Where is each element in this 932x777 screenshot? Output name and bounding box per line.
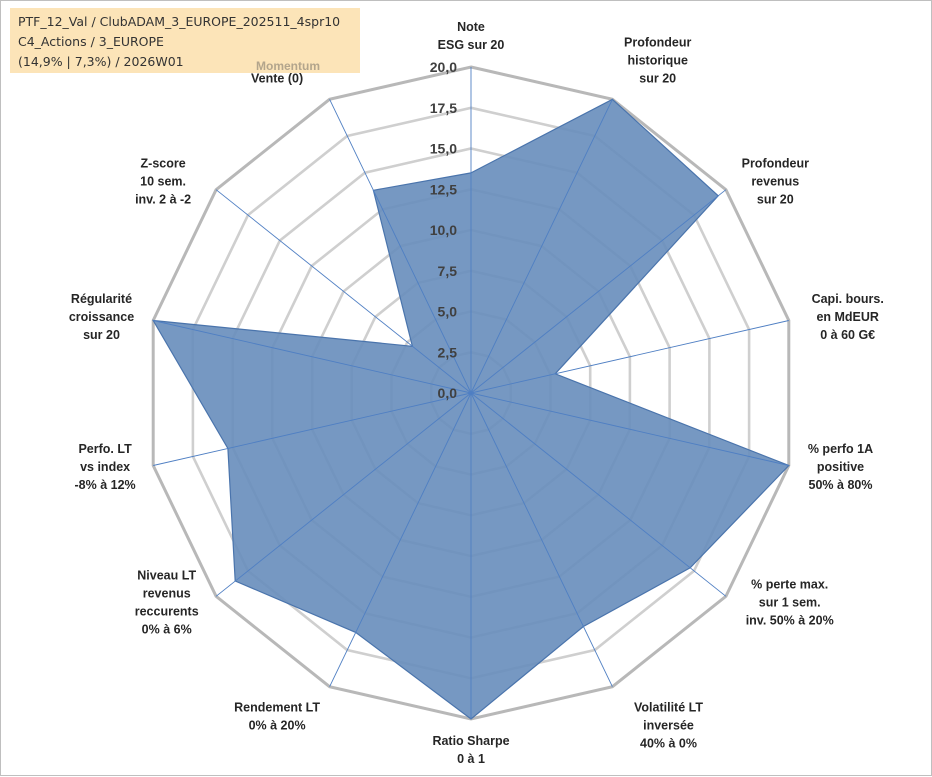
category-label-line: reccurents: [135, 605, 199, 619]
category-label: Profondeur revenus sur 20: [742, 156, 809, 206]
category-label: Ratio Sharpe 0 à 1: [432, 734, 509, 766]
category-label-line: ESG sur 20: [438, 38, 505, 52]
category-label: Régularité croissance sur 20: [69, 292, 134, 342]
category-label: % perfo 1A positive 50% à 80%: [808, 442, 873, 492]
category-label-line: 0 à 1: [457, 752, 485, 766]
category-label-line: revenus: [143, 587, 191, 601]
category-label-line: % perte max.: [751, 578, 828, 592]
category-label-line: 0 à 60 G€: [820, 328, 875, 342]
category-label-line: 0% à 6%: [142, 623, 192, 637]
category-label-line: 50% à 80%: [809, 478, 873, 492]
axis-spoke: [470, 392, 613, 687]
axis-spoke: [153, 392, 472, 466]
tick-label: 2,5: [438, 344, 458, 360]
category-label-line: sur 20: [639, 72, 676, 86]
portfolio-id: PTF_12_Val / ClubADAM_3_EUROPE_202511_4s…: [18, 14, 341, 29]
category-label: Z-score 10 sem. inv. 2 à -2: [135, 156, 191, 206]
axis-spoke: [470, 189, 727, 394]
category-label-line: Capi. bours.: [812, 292, 884, 306]
momentum-label: Momentum: [256, 59, 320, 73]
axis-spoke: [153, 320, 472, 394]
category-label-line: en MdEUR: [816, 310, 879, 324]
category-label-line: sur 1 sem.: [759, 596, 821, 610]
axis-spoke: [470, 392, 789, 466]
axis-spoke: [470, 320, 789, 394]
category-label-line: historique: [627, 54, 687, 68]
category-label-line: Perfo. LT: [78, 442, 132, 456]
category-label-line: Régularité: [71, 292, 132, 306]
category-labels: Note ESG sur 20 Profondeur historique sur 20…: [69, 20, 884, 766]
category-label: Rendement LT 0% à 20%: [234, 701, 320, 733]
category-label-line: Niveau LT: [137, 569, 196, 583]
category-label-line: Note: [457, 20, 485, 34]
axis-spoke: [215, 189, 472, 394]
category-label-line: Profondeur: [742, 156, 809, 170]
tick-label: 20,0: [430, 59, 457, 75]
axis-spoke: [470, 99, 613, 394]
portfolio-performance: (14,9% | 7,3%) / 2026W01: [18, 54, 184, 69]
category-label-line: 10 sem.: [140, 174, 186, 188]
tick-label: 7,5: [438, 263, 458, 279]
portfolio-category: C4_Actions / 3_EUROPE: [18, 34, 164, 49]
tick-label: 0,0: [438, 385, 458, 401]
category-label: Capi. bours. en MdEUR 0 à 60 G€: [812, 292, 884, 342]
tick-label: 10,0: [430, 222, 457, 238]
axis-spoke: [215, 392, 472, 597]
tick-label: 15,0: [430, 141, 457, 157]
tick-label: 17,5: [430, 100, 457, 116]
category-label-line: inv. 2 à -2: [135, 192, 191, 206]
category-label-line: Volatilité LT: [634, 701, 703, 715]
category-label-line: croissance: [69, 310, 134, 324]
category-label-line: inversée: [643, 719, 694, 733]
category-label-line: Vente (0): [251, 72, 303, 86]
category-label-line: 0% à 20%: [249, 719, 306, 733]
category-label-line: vs index: [80, 460, 130, 474]
axis-spoke: [329, 99, 472, 394]
category-label-line: revenus: [751, 174, 799, 188]
category-label-line: sur 20: [757, 192, 794, 206]
category-label-line: sur 20: [83, 328, 120, 342]
axis-spoke: [470, 392, 727, 597]
category-label: Niveau LT revenus reccurents 0% à 6%: [135, 569, 199, 637]
category-label-line: -8% à 12%: [75, 478, 136, 492]
category-label: Profondeur historique sur 20: [624, 36, 691, 86]
category-label: Perfo. LT vs index -8% à 12%: [75, 442, 136, 492]
category-label-line: Rendement LT: [234, 701, 320, 715]
category-label: Note ESG sur 20: [438, 20, 505, 52]
category-label: Volatilité LT inversée 40% à 0%: [634, 701, 703, 751]
category-label: % perte max. sur 1 sem. inv. 50% à 20%: [746, 578, 834, 628]
category-label-line: Z-score: [141, 156, 186, 170]
category-label-line: positive: [817, 460, 864, 474]
tick-labels: 0,0 2,5 5,0 7,5 10,0 12,5 15,0 17,5 20,0: [430, 59, 457, 401]
tick-label: 5,0: [438, 304, 458, 320]
category-label-line: Profondeur: [624, 36, 691, 50]
axis-spokes: [153, 67, 789, 719]
category-label-line: 40% à 0%: [640, 737, 697, 751]
axis-spoke: [329, 392, 472, 687]
tick-label: 12,5: [430, 181, 457, 197]
category-label-line: Ratio Sharpe: [432, 734, 509, 748]
category-label-line: inv. 50% à 20%: [746, 614, 834, 628]
category-label-line: % perfo 1A: [808, 442, 873, 456]
portfolio-info-box: PTF_12_Val / ClubADAM_3_EUROPE_202511_4s…: [10, 8, 360, 73]
